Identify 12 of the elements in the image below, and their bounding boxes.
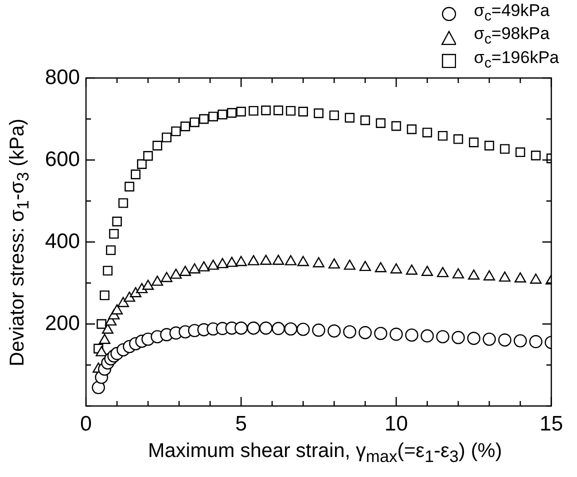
y-tick-label: 800: [44, 66, 80, 89]
legend-label: σ$_{c}$=196kPa: [474, 48, 559, 72]
legend-label: σ$_{c}$=98kPa: [474, 24, 550, 49]
y-tick-label: 400: [44, 230, 80, 253]
legend-label: σ$_{c}$=49kPa: [474, 1, 550, 26]
x-tick-label: 5: [235, 412, 247, 436]
y-tick-label: 600: [44, 148, 80, 171]
y-tick-label: 200: [44, 312, 80, 335]
x-tick-label: 15: [540, 412, 563, 436]
x-tick-label: 0: [80, 412, 92, 436]
x-tick-label: 10: [384, 412, 408, 436]
x-axis-title: Maximum shear strain, γ$_{max}$(=ε$_{1}$-ε$_{3}$) (%): [146, 440, 503, 467]
